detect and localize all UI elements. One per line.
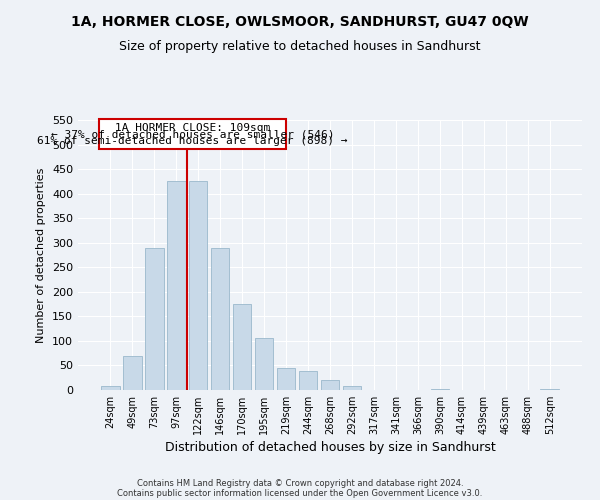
Bar xyxy=(167,182,185,390)
FancyBboxPatch shape xyxy=(99,118,286,150)
Text: Size of property relative to detached houses in Sandhurst: Size of property relative to detached ho… xyxy=(119,40,481,53)
Bar xyxy=(101,386,119,390)
Text: ← 37% of detached houses are smaller (546): ← 37% of detached houses are smaller (54… xyxy=(51,130,334,140)
Y-axis label: Number of detached properties: Number of detached properties xyxy=(37,168,46,342)
Bar xyxy=(211,248,229,390)
Bar xyxy=(189,182,208,390)
Bar xyxy=(343,386,361,390)
X-axis label: Distribution of detached houses by size in Sandhurst: Distribution of detached houses by size … xyxy=(164,441,496,454)
Bar xyxy=(541,388,559,390)
Bar xyxy=(123,356,142,390)
Text: Contains public sector information licensed under the Open Government Licence v3: Contains public sector information licen… xyxy=(118,488,482,498)
Bar xyxy=(431,388,449,390)
Bar xyxy=(145,248,164,390)
Bar xyxy=(320,380,340,390)
Bar xyxy=(299,372,317,390)
Text: 61% of semi-detached houses are larger (898) →: 61% of semi-detached houses are larger (… xyxy=(37,136,348,146)
Text: 1A, HORMER CLOSE, OWLSMOOR, SANDHURST, GU47 0QW: 1A, HORMER CLOSE, OWLSMOOR, SANDHURST, G… xyxy=(71,15,529,29)
Text: Contains HM Land Registry data © Crown copyright and database right 2024.: Contains HM Land Registry data © Crown c… xyxy=(137,478,463,488)
Bar xyxy=(233,304,251,390)
Text: 1A HORMER CLOSE: 109sqm: 1A HORMER CLOSE: 109sqm xyxy=(115,124,270,134)
Bar xyxy=(277,368,295,390)
Bar xyxy=(255,338,274,390)
